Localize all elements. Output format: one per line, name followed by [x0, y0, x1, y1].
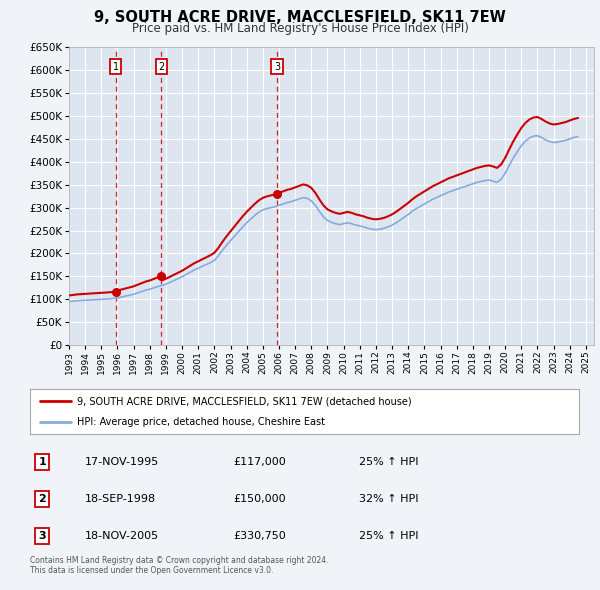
Text: 25% ↑ HPI: 25% ↑ HPI — [359, 457, 419, 467]
Text: Price paid vs. HM Land Registry's House Price Index (HPI): Price paid vs. HM Land Registry's House … — [131, 22, 469, 35]
Text: £330,750: £330,750 — [233, 531, 286, 541]
Text: 25% ↑ HPI: 25% ↑ HPI — [359, 531, 419, 541]
Text: 3: 3 — [38, 531, 46, 541]
Text: £150,000: £150,000 — [233, 494, 286, 504]
Text: 17-NOV-1995: 17-NOV-1995 — [85, 457, 159, 467]
Text: £117,000: £117,000 — [233, 457, 286, 467]
Text: 3: 3 — [274, 61, 280, 71]
Text: 18-NOV-2005: 18-NOV-2005 — [85, 531, 159, 541]
Text: Contains HM Land Registry data © Crown copyright and database right 2024.
This d: Contains HM Land Registry data © Crown c… — [30, 556, 329, 575]
Text: 2: 2 — [38, 494, 46, 504]
Text: 18-SEP-1998: 18-SEP-1998 — [85, 494, 156, 504]
Text: 2: 2 — [158, 61, 164, 71]
Text: HPI: Average price, detached house, Cheshire East: HPI: Average price, detached house, Ches… — [77, 417, 325, 427]
Text: 32% ↑ HPI: 32% ↑ HPI — [359, 494, 419, 504]
Text: 9, SOUTH ACRE DRIVE, MACCLESFIELD, SK11 7EW (detached house): 9, SOUTH ACRE DRIVE, MACCLESFIELD, SK11 … — [77, 396, 411, 407]
Text: 1: 1 — [112, 61, 119, 71]
Text: 9, SOUTH ACRE DRIVE, MACCLESFIELD, SK11 7EW: 9, SOUTH ACRE DRIVE, MACCLESFIELD, SK11 … — [94, 10, 506, 25]
Text: 1: 1 — [38, 457, 46, 467]
